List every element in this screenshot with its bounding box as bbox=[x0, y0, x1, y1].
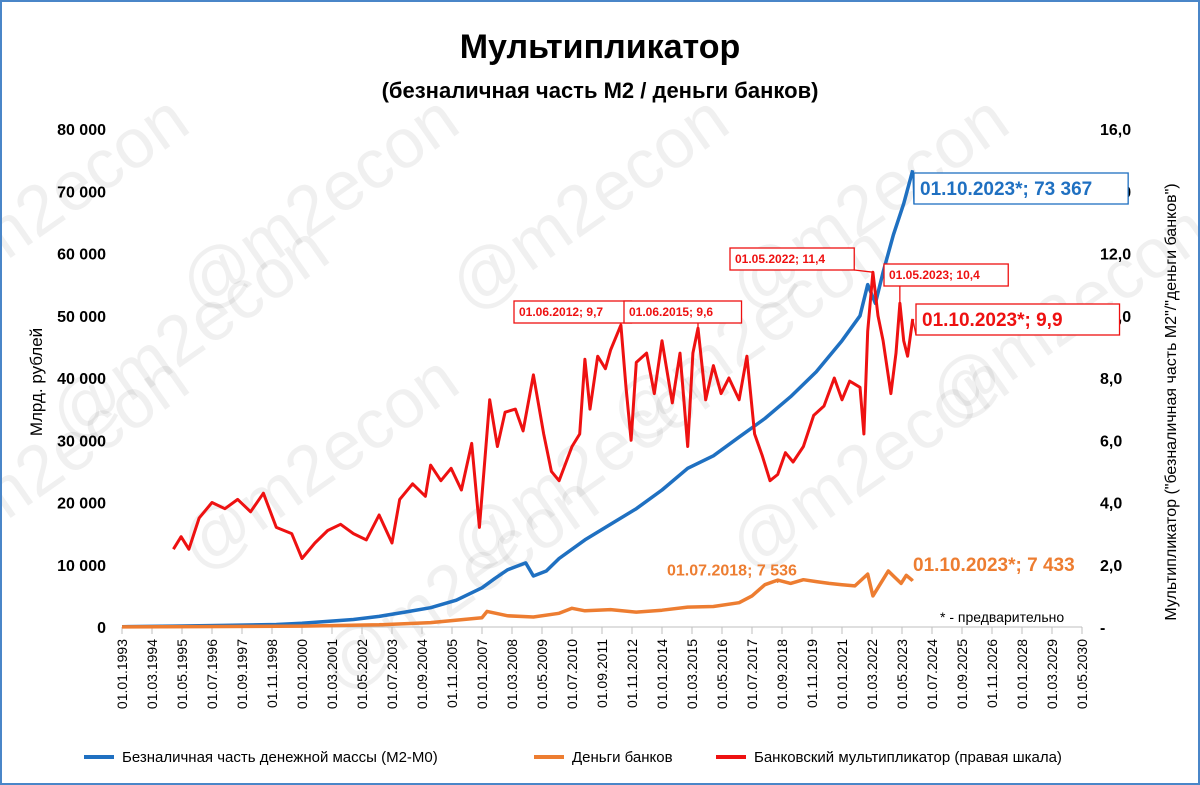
annotation: 01.10.2023*; 9,9 bbox=[912, 303, 1121, 336]
left-tick-label: 0 bbox=[97, 620, 106, 637]
x-tick-label: 01.11.2026 bbox=[984, 639, 1000, 708]
x-tick-label: 01.03.1994 bbox=[144, 639, 160, 709]
chart-title: Мультипликатор bbox=[460, 28, 741, 66]
annotation-box bbox=[883, 263, 1009, 287]
x-tick-label: 01.03.2029 bbox=[1044, 639, 1060, 709]
annotation: 01.06.2015; 9,6 bbox=[623, 300, 743, 329]
x-tick-label: 01.11.2012 bbox=[624, 639, 640, 708]
annotation: 01.05.2022; 11,4 bbox=[729, 247, 873, 273]
annotation: 01.10.2023*; 73 367 bbox=[912, 170, 1129, 205]
x-tick-label: 01.07.2003 bbox=[384, 639, 400, 709]
series-line-1 bbox=[121, 169, 915, 629]
x-tick-label: 01.11.2019 bbox=[804, 639, 820, 708]
x-tick-label: 01.03.2022 bbox=[864, 639, 880, 709]
x-tick-label: 01.01.2000 bbox=[294, 639, 310, 709]
x-tick-label: 01.07.2017 bbox=[744, 639, 760, 709]
left-tick-label: 50 000 bbox=[57, 309, 106, 326]
x-tick-label: 01.03.2015 bbox=[684, 639, 700, 709]
annotation-box bbox=[913, 172, 1129, 205]
left-tick-label: 40 000 bbox=[57, 371, 106, 388]
x-tick-label: 01.01.2028 bbox=[1014, 639, 1030, 709]
left-tick-label: 20 000 bbox=[57, 496, 106, 513]
x-tick-label: 01.01.1993 bbox=[114, 639, 130, 709]
x-tick-label: 01.09.2018 bbox=[774, 639, 790, 709]
chart-subtitle: (безналичная часть М2 / деньги банков) bbox=[382, 78, 819, 103]
annotation: 01.05.2023; 10,4 bbox=[883, 263, 1009, 304]
left-axis-label: Млрд. рублей bbox=[27, 328, 46, 436]
annotation: 01.07.2018; 7 536 bbox=[667, 563, 797, 583]
annotation-label: 01.05.2022; 11,4 bbox=[735, 252, 825, 266]
series-line-2 bbox=[121, 569, 914, 629]
right-tick-label: 2,0 bbox=[1100, 558, 1122, 575]
annotation-label: 01.10.2023*; 73 367 bbox=[920, 179, 1092, 200]
annotation-label: 01.10.2023*; 9,9 bbox=[922, 310, 1063, 331]
x-tick-label: 01.11.2005 bbox=[444, 639, 460, 708]
x-tick-label: 01.05.2009 bbox=[534, 639, 550, 709]
annotation-box bbox=[623, 300, 743, 324]
left-axis-ticks: 0 10 000 20 000 30 000 40 000 50 000 60 000 70 … bbox=[57, 122, 106, 637]
watermark-text: @m2econ bbox=[2, 79, 202, 326]
annotation-label: 01.07.2018; 7 536 bbox=[667, 563, 797, 580]
right-axis-label: Мультипликатор ("безналичная часть М2"/"… bbox=[1163, 183, 1180, 620]
x-tick-label: 01.05.2016 bbox=[714, 639, 730, 709]
x-tick-label: 01.07.2024 bbox=[924, 639, 940, 709]
annotation-leader bbox=[854, 269, 873, 273]
legend-label: Деньги банков bbox=[572, 749, 673, 766]
x-axis-ticks: 01.01.1993 01.03.1994 01.05.1995 01.07.1996… bbox=[114, 627, 1090, 709]
x-tick-label: 01.05.1995 bbox=[174, 639, 190, 709]
series-layer bbox=[121, 169, 915, 629]
legend-label: Банковский мультипликатор (правая шкала) bbox=[754, 749, 1062, 766]
x-tick-label: 01.09.2004 bbox=[414, 639, 430, 709]
series-line-3 bbox=[172, 270, 915, 560]
watermark-text: @m2econ bbox=[165, 339, 472, 586]
right-tick-label: 12,0 bbox=[1100, 247, 1131, 264]
annotation-box bbox=[915, 303, 1121, 336]
x-tick-label: 01.01.2014 bbox=[654, 639, 670, 709]
x-tick-label: 01.01.2007 bbox=[474, 639, 490, 709]
annotation-layer: 01.06.2012; 9,7 01.06.2015; 9,6 01.05.2022… bbox=[513, 170, 1129, 583]
x-tick-label: 01.07.2010 bbox=[564, 639, 580, 709]
x-tick-label: 01.11.1998 bbox=[264, 639, 280, 708]
annotation-label: 01.06.2012; 9,7 bbox=[519, 305, 603, 319]
annotation: 01.10.2023*; 7 433 bbox=[912, 555, 1075, 581]
right-tick-label: 6,0 bbox=[1100, 433, 1122, 450]
footnote: * - предварительно bbox=[940, 609, 1064, 625]
annotation-label: 01.10.2023*; 7 433 bbox=[913, 555, 1075, 576]
left-tick-label: 70 000 bbox=[57, 184, 106, 201]
x-tick-label: 01.09.1997 bbox=[234, 639, 250, 709]
annotation-label: 01.05.2023; 10,4 bbox=[889, 268, 980, 282]
x-tick-label: 01.03.2001 bbox=[324, 639, 340, 709]
right-tick-label: 16,0 bbox=[1100, 122, 1131, 139]
x-tick-label: 01.05.2023 bbox=[894, 639, 910, 709]
x-tick-label: 01.09.2011 bbox=[594, 639, 610, 708]
left-tick-label: 10 000 bbox=[57, 558, 106, 575]
right-tick-label: 4,0 bbox=[1100, 496, 1122, 513]
right-tick-label: 8,0 bbox=[1100, 371, 1122, 388]
x-tick-label: 01.07.1996 bbox=[204, 639, 220, 709]
annotation-label: 01.06.2015; 9,6 bbox=[629, 305, 713, 319]
x-tick-label: 01.03.2008 bbox=[504, 639, 520, 709]
watermark-text: @m2econ bbox=[435, 79, 742, 326]
left-tick-label: 60 000 bbox=[57, 247, 106, 264]
annotation: 01.06.2012; 9,7 bbox=[513, 300, 633, 326]
annotation-box bbox=[729, 247, 855, 271]
left-tick-label: 80 000 bbox=[57, 122, 106, 139]
x-tick-label: 01.05.2030 bbox=[1074, 639, 1090, 709]
right-tick-label: - bbox=[1100, 620, 1105, 637]
legend-label: Безналичная часть денежной массы (М2-М0) bbox=[122, 749, 438, 766]
x-tick-label: 01.09.2025 bbox=[954, 639, 970, 709]
x-tick-label: 01.05.2002 bbox=[354, 639, 370, 709]
x-tick-label: 01.01.2021 bbox=[834, 639, 850, 709]
left-tick-label: 30 000 bbox=[57, 433, 106, 450]
legend: Безналичная часть денежной массы (М2-М0)… bbox=[84, 749, 1062, 766]
